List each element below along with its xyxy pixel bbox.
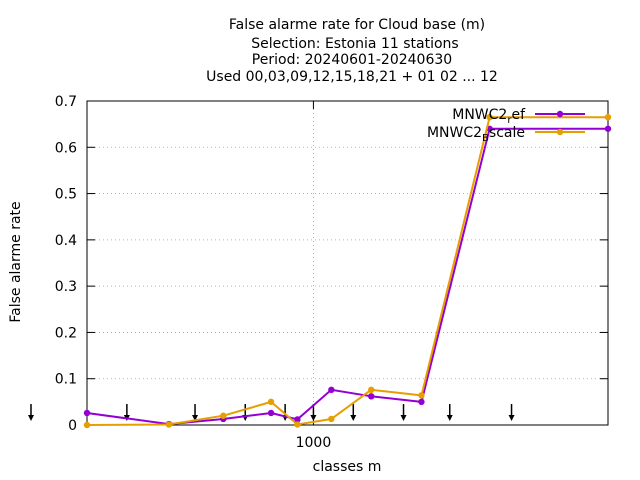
series-line xyxy=(86,116,608,426)
class-marker-arrow xyxy=(28,404,34,422)
data-point xyxy=(328,415,335,423)
arrow-head xyxy=(446,415,453,422)
data-point xyxy=(220,412,227,419)
legend-item-2: MNWC2Bscale xyxy=(427,125,585,144)
class-marker-arrow xyxy=(400,404,407,422)
plot-frame xyxy=(86,100,609,426)
y-tick-label: 0 xyxy=(68,418,77,434)
series-line xyxy=(86,127,608,426)
y-axis-label: False alarme rate xyxy=(8,201,24,322)
series-1 xyxy=(83,125,612,428)
data-point xyxy=(165,421,173,428)
data-point xyxy=(604,125,612,132)
arrow-head xyxy=(350,415,357,422)
data-point xyxy=(604,114,612,121)
data-point xyxy=(368,393,375,400)
chart-title: False alarme rate for Cloud base (m) Sel… xyxy=(206,17,498,85)
data-point xyxy=(83,421,91,429)
arrow-head xyxy=(192,415,199,422)
legend-label: MNWC2Bscale xyxy=(427,125,525,144)
title-line-2: Selection: Estonia 11 stations xyxy=(251,36,458,52)
data-point xyxy=(83,409,91,417)
title-line-4: Used 00,03,09,12,15,18,21 + 01 02 ... 12 xyxy=(206,69,498,85)
y-tick-label: 0.3 xyxy=(55,279,77,295)
y-tick-label: 0.2 xyxy=(55,325,77,341)
class-marker-arrow xyxy=(350,404,357,422)
x-tick-label: 1000 xyxy=(296,435,332,451)
arrow-head xyxy=(508,415,515,422)
data-point xyxy=(267,398,275,406)
legend-label-subscript: r xyxy=(507,115,512,126)
data-series xyxy=(83,114,612,429)
legend-swatch-point xyxy=(556,128,564,136)
data-point xyxy=(267,409,275,417)
class-marker-arrow xyxy=(446,404,453,422)
legend-label: MNWC2ref xyxy=(452,107,526,126)
data-point xyxy=(294,421,301,428)
y-tick-label: 0.5 xyxy=(55,187,77,203)
class-marker-arrow xyxy=(192,404,199,422)
title-line-3: Period: 20240601-20240630 xyxy=(252,52,452,68)
y-tick-label: 0.4 xyxy=(55,233,77,249)
y-tick-label: 0.7 xyxy=(55,94,77,110)
data-point xyxy=(418,398,425,406)
y-tick-label: 0.6 xyxy=(55,140,77,156)
grid-lines xyxy=(87,101,608,425)
legend-label-subscript: B xyxy=(482,133,489,144)
x-axis-label: classes m xyxy=(313,459,382,475)
axis-ticks: 0 0.1 0.2 0.3 0.4 0.5 0.6 0.7 1000 xyxy=(55,94,608,451)
legend-item-1: MNWC2ref xyxy=(452,107,585,126)
data-point xyxy=(294,416,301,423)
arrow-head xyxy=(28,415,34,422)
legend-label-rest: scale xyxy=(489,125,525,141)
data-point xyxy=(328,386,335,394)
arrow-head xyxy=(400,415,407,422)
legend-swatch-point xyxy=(556,110,564,118)
data-point xyxy=(368,386,375,394)
class-marker-arrow xyxy=(508,404,515,422)
arrow-head xyxy=(310,415,317,422)
y-tick-label: 0.1 xyxy=(55,372,77,388)
title-line-1: False alarme rate for Cloud base (m) xyxy=(229,17,485,33)
data-point xyxy=(486,114,493,121)
series-2 xyxy=(83,114,612,429)
legend-label-base: MNWC2 xyxy=(427,125,482,141)
data-point xyxy=(418,392,425,399)
legend-label-base: MNWC2 xyxy=(452,107,507,123)
class-marker-arrow xyxy=(242,404,249,422)
legend-label-rest: ef xyxy=(511,107,526,123)
